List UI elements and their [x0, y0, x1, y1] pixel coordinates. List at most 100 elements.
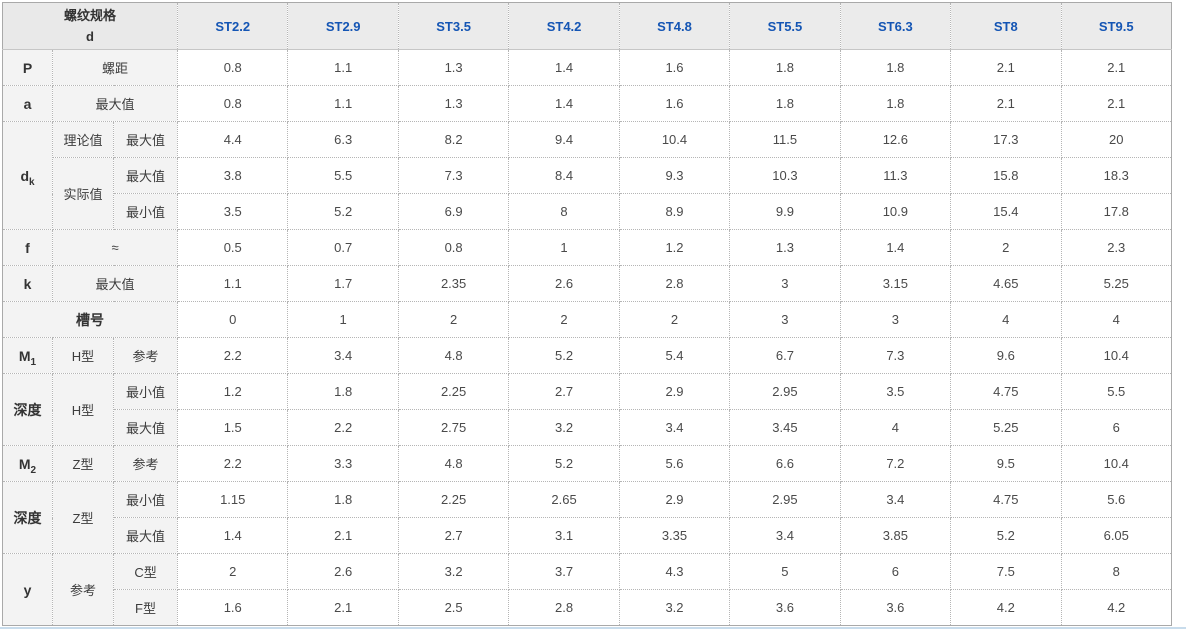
row-label-cell: C型	[112, 553, 179, 590]
value-cell: 1.2	[618, 229, 731, 266]
row-label-text: 理论值	[63, 133, 103, 148]
row-label-text: 最大值	[126, 169, 166, 184]
value-cell: 3	[839, 301, 952, 338]
row-label-cell: 最小值	[112, 373, 179, 410]
table-row: M1 H型 参考 2.2 3.4 4.8 5.2 5.4 6.7 7.3 9.6 10.4	[2, 337, 1173, 374]
value-cell: 6.9	[397, 193, 510, 230]
column-header: ST4.2	[508, 2, 620, 50]
value-cell: 3.2	[397, 553, 510, 590]
value-cell: 2.25	[397, 481, 510, 518]
value-cell: 1.6	[177, 589, 289, 626]
row-label-text: H型	[71, 403, 95, 418]
row-label-text: Z型	[72, 457, 94, 472]
value-cell: 1.5	[177, 409, 289, 446]
value-cell: 0.8	[177, 85, 289, 122]
value-cell: 3.2	[508, 409, 620, 446]
row-label-text: 深度	[13, 509, 42, 526]
value-cell: 1.2	[177, 373, 289, 410]
value-cell: 10.4	[1060, 337, 1173, 374]
value-cell: 1.8	[839, 85, 952, 122]
value-cell: 2.95	[729, 373, 841, 410]
row-label-cell: a	[2, 85, 53, 122]
value-cell: 4.2	[950, 589, 1062, 626]
value-cell: 2	[177, 553, 289, 590]
value-cell: 2.35	[397, 265, 510, 302]
value-cell: 5.2	[950, 517, 1062, 554]
table-body: P 螺距 0.8 1.1 1.3 1.4 1.6 1.8 1.8 2.1 2.1 a 最大值 0.8 1.1…	[1, 49, 1173, 626]
table-row: 最大值 1.5 2.2 2.75 3.2 3.4 3.45 4 5.25 6	[3, 409, 1173, 446]
value-cell: 17.8	[1060, 193, 1173, 230]
value-cell: 9.5	[950, 445, 1062, 482]
value-cell: 2.8	[618, 265, 731, 302]
value-cell: 4	[1060, 301, 1173, 338]
value-cell: 2	[950, 229, 1062, 266]
value-cell: 1.1	[177, 265, 289, 302]
row-label-cell: 最大值	[51, 85, 179, 122]
value-cell: 3.5	[839, 373, 952, 410]
value-cell: 7.2	[839, 445, 952, 482]
row-label-text: M	[18, 347, 31, 364]
value-cell: 2.5	[397, 589, 510, 626]
row-label-text: M	[18, 455, 31, 472]
value-cell: 6	[1060, 409, 1173, 446]
value-cell: 2.8	[508, 589, 620, 626]
value-cell: 2.65	[508, 481, 620, 518]
row-label-text: 最大值	[95, 277, 135, 292]
value-cell: 15.8	[950, 157, 1062, 194]
row-label-text: 参考	[69, 583, 96, 598]
value-cell: 9.6	[950, 337, 1062, 374]
value-cell: 4.3	[618, 553, 731, 590]
value-cell: 8.9	[618, 193, 731, 230]
corner-line1: 螺纹规格	[64, 7, 117, 23]
value-cell: 3	[729, 301, 841, 338]
value-cell: 1.3	[397, 49, 510, 86]
value-cell: 3.8	[177, 157, 289, 194]
row-label-subscript: k	[29, 176, 35, 188]
value-cell: 1.4	[177, 517, 289, 554]
column-header: ST3.5	[397, 2, 510, 50]
value-cell: 15.4	[950, 193, 1062, 230]
value-cell: 9.3	[618, 157, 731, 194]
page-bottom-rule	[0, 627, 1186, 629]
value-cell: 3.4	[618, 409, 731, 446]
row-label-cell: 最小值	[112, 481, 179, 518]
value-cell: 5.2	[508, 445, 620, 482]
thread-spec-corner-header: 螺纹规格 d	[1, 2, 179, 50]
column-header: ST4.8	[618, 2, 731, 50]
value-cell: 3.4	[287, 337, 399, 374]
row-label-cell: 最小值	[112, 193, 179, 230]
row-label-cell: 最大值	[51, 265, 179, 302]
value-cell: 1.8	[729, 49, 841, 86]
row-label-cell: F型	[112, 589, 179, 626]
row-label-cell: 参考	[112, 445, 179, 482]
row-label-cell: y	[2, 553, 53, 626]
row-label-cell: dk	[2, 121, 53, 230]
value-cell: 10.4	[618, 121, 731, 158]
value-cell: 2.7	[397, 517, 510, 554]
row-label-text: 最大值	[95, 97, 135, 112]
value-cell: 2.1	[1060, 49, 1173, 86]
row-label-cell: H型	[52, 337, 114, 374]
value-cell: 3.5	[177, 193, 289, 230]
value-cell: 17.3	[950, 121, 1062, 158]
value-cell: 5.2	[287, 193, 399, 230]
value-cell: 4.65	[950, 265, 1062, 302]
header-row: 螺纹规格 d ST2.2 ST2.9 ST3.5 ST4.2 ST4.8 ST5.5 ST6.3…	[1, 2, 1173, 50]
row-label-text: 最小值	[126, 493, 166, 508]
table-row: a 最大值 0.8 1.1 1.3 1.4 1.6 1.8 1.8 2.1 2.1	[2, 85, 1173, 122]
value-cell: 3.3	[287, 445, 399, 482]
row-label-cell: M1	[2, 337, 53, 374]
row-label-cell: 参考	[112, 337, 179, 374]
value-cell: 9.4	[508, 121, 620, 158]
row-label-cell: ≈	[51, 229, 179, 266]
table-row: M2 Z型 参考 2.2 3.3 4.8 5.2 5.6 6.6 7.2 9.5 10.4	[2, 445, 1173, 482]
value-cell: 2.1	[950, 49, 1062, 86]
row-label-text: 参考	[132, 457, 159, 472]
value-cell: 0.5	[177, 229, 289, 266]
row-label-text: 最大值	[126, 529, 166, 544]
column-header: ST9.5	[1060, 2, 1173, 50]
value-cell: 1.15	[177, 481, 289, 518]
corner-line2: d	[86, 29, 94, 44]
value-cell: 2	[618, 301, 731, 338]
table-row: F型 1.6 2.1 2.5 2.8 3.2 3.6 3.6 4.2 4.2	[3, 589, 1173, 626]
